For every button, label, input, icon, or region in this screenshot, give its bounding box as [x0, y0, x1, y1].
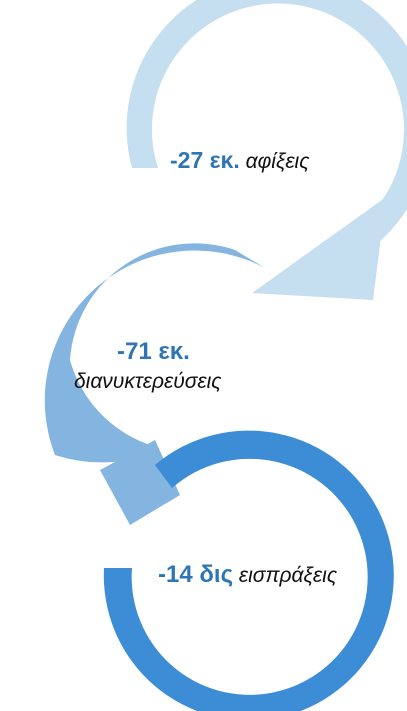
step-overnights-value: -71 εκ. [117, 338, 190, 365]
step-receipts-value: -14 δις [158, 561, 234, 588]
step-overnights-description: διανυκτερεύσεις [74, 370, 222, 393]
step-receipts-label: -14 δις εισπράξεις [158, 561, 337, 589]
step-arrivals-value: -27 εκ. [170, 147, 240, 173]
arc-arrivals [126, 0, 407, 300]
step-arrivals-label: -27 εκ. αφίξεις [170, 147, 309, 174]
step-receipts-description: εισπράξεις [238, 564, 338, 587]
arc-overnights-band [44, 243, 265, 463]
step-arrivals-description: αφίξεις [245, 150, 310, 173]
arrow-head-arrivals [252, 197, 386, 300]
